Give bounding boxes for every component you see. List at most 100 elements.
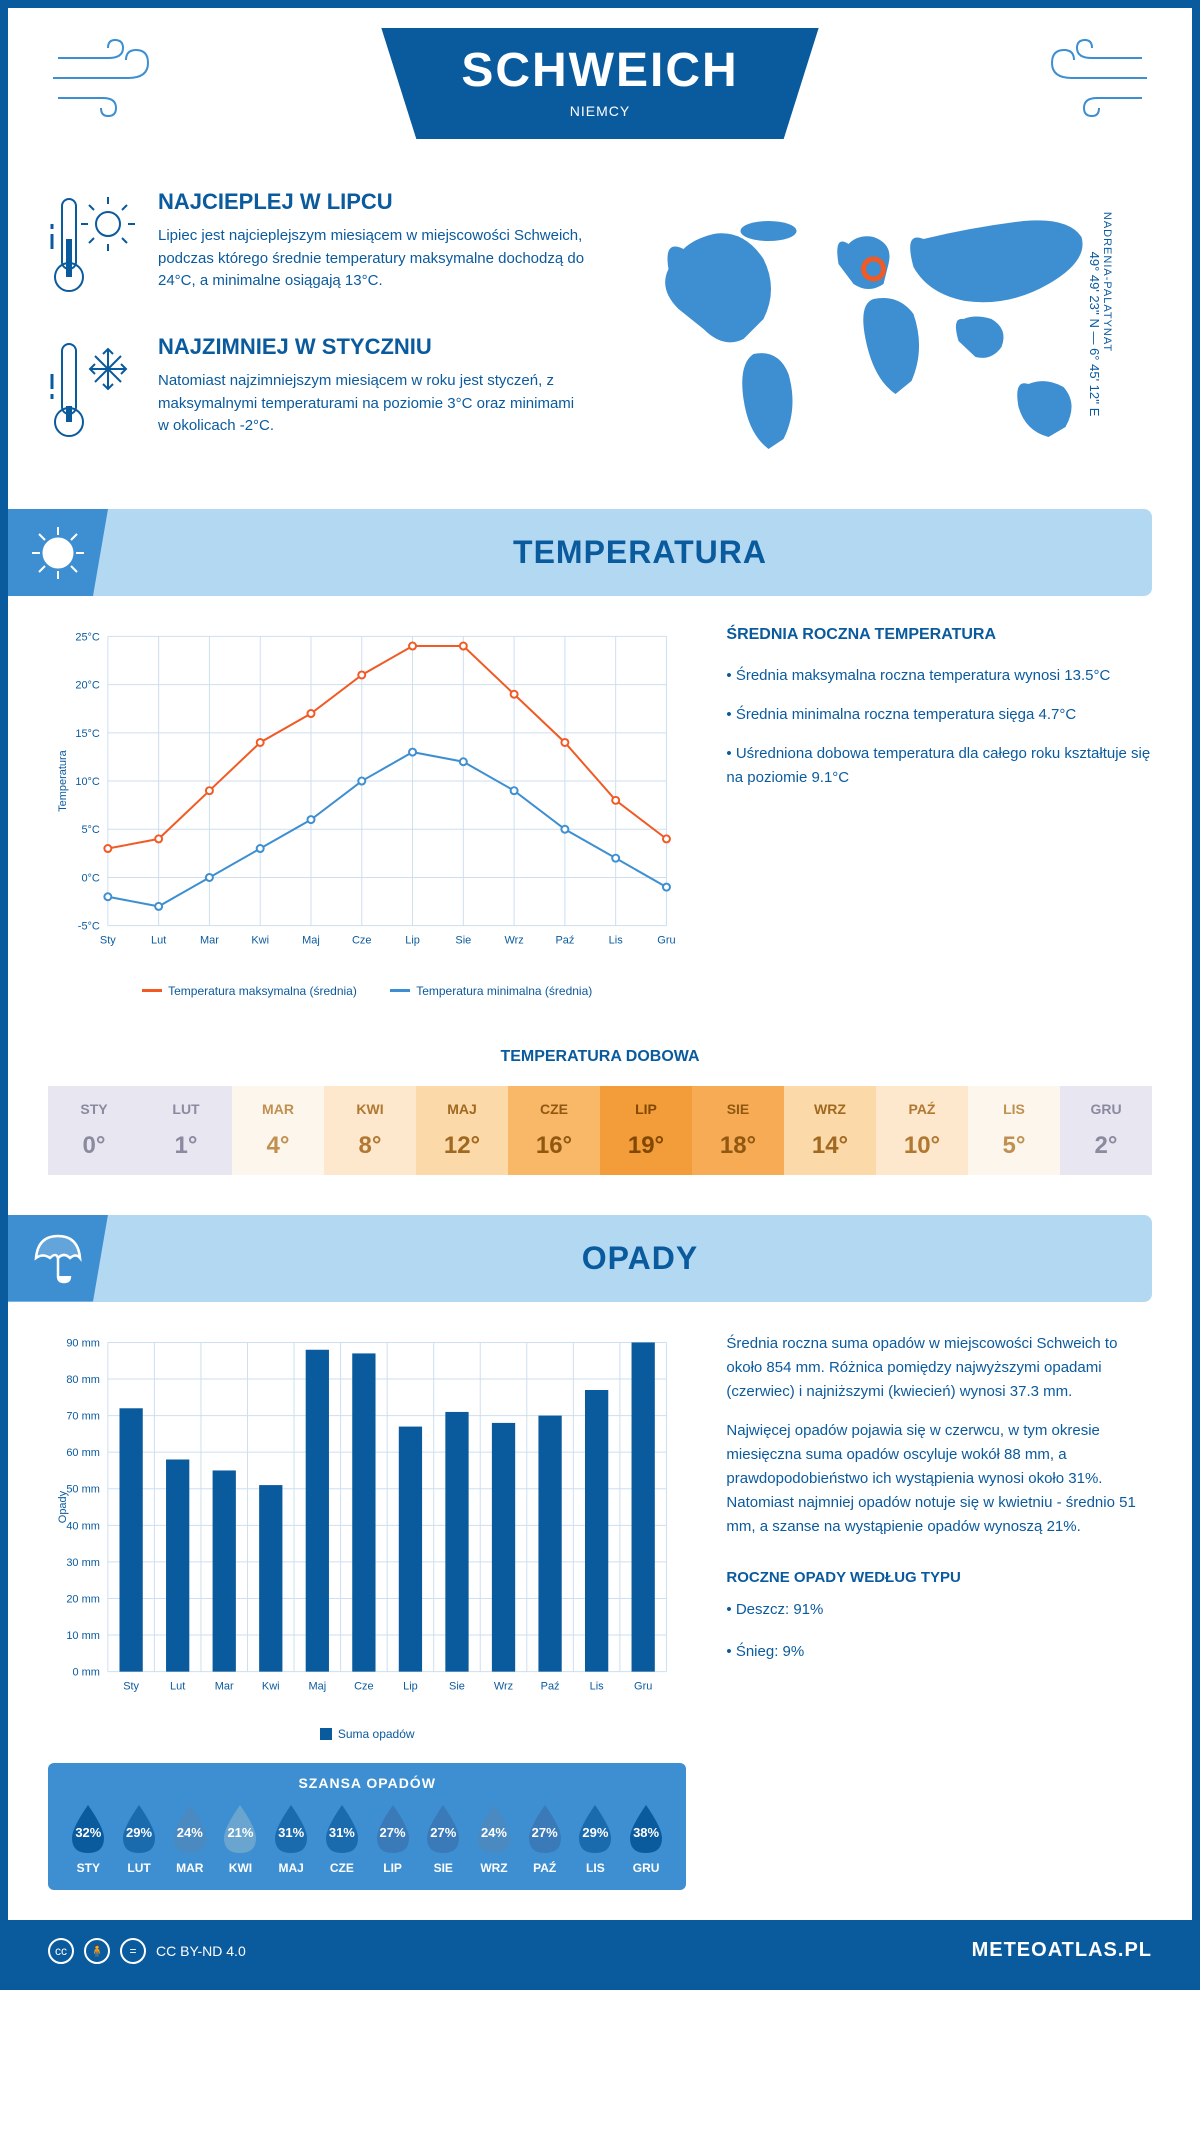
cc-icon: cc bbox=[48, 1938, 74, 1964]
chance-drop: 27%SIE bbox=[418, 1803, 469, 1875]
chance-drop: 27%PAŹ bbox=[519, 1803, 570, 1875]
svg-text:Lis: Lis bbox=[590, 1680, 605, 1692]
svg-text:Wrz: Wrz bbox=[494, 1680, 513, 1692]
fact-cold-text: Natomiast najzimniejszym miesiącem w rok… bbox=[158, 370, 585, 438]
fact-warm-title: NAJCIEPLEJ W LIPCU bbox=[158, 189, 585, 215]
precip-types: ROCZNE OPADY WEDŁUG TYPU • Deszcz: 91% •… bbox=[726, 1569, 1152, 1665]
temperature-line-chart: -5°C0°C5°C10°C15°C20°C25°CStyLutMarKwiMa… bbox=[48, 626, 686, 966]
svg-text:-5°C: -5°C bbox=[78, 921, 100, 933]
svg-text:10 mm: 10 mm bbox=[66, 1630, 100, 1642]
precip-rain: Deszcz: 91% bbox=[736, 1601, 824, 1618]
precip-text-2: Najwięcej opadów pojawia się w czerwcu, … bbox=[726, 1419, 1152, 1539]
chance-drop: 31%MAJ bbox=[266, 1803, 317, 1875]
svg-text:Wrz: Wrz bbox=[504, 935, 523, 947]
city-name: SCHWEICH bbox=[461, 43, 738, 98]
temp-cell: SIE18° bbox=[692, 1086, 784, 1175]
temp-cell: LIS5° bbox=[968, 1086, 1060, 1175]
svg-text:Paź: Paź bbox=[555, 935, 574, 947]
region-label: NADRENIA-PALATYNAT bbox=[1101, 212, 1113, 352]
daily-temp-title: TEMPERATURA DOBOWA bbox=[8, 1048, 1192, 1066]
precip-types-title: ROCZNE OPADY WEDŁUG TYPU bbox=[726, 1569, 1152, 1586]
header: SCHWEICH NIEMCY bbox=[8, 8, 1192, 169]
svg-text:60 mm: 60 mm bbox=[66, 1447, 100, 1459]
svg-text:Mar: Mar bbox=[215, 1680, 234, 1692]
by-icon: 🧍 bbox=[84, 1938, 110, 1964]
wind-icon bbox=[1032, 38, 1152, 118]
chance-drops: 32%STY29%LUT24%MAR21%KWI31%MAJ31%CZE27%L… bbox=[63, 1803, 671, 1875]
nd-icon: = bbox=[120, 1938, 146, 1964]
chance-drop: 24%WRZ bbox=[469, 1803, 520, 1875]
precip-snow: Śnieg: 9% bbox=[736, 1643, 804, 1660]
svg-text:80 mm: 80 mm bbox=[66, 1374, 100, 1386]
thermometer-snow-icon bbox=[48, 334, 138, 449]
chance-drop: 29%LIS bbox=[570, 1803, 621, 1875]
legend-precip: Suma opadów bbox=[338, 1727, 415, 1741]
chance-title: SZANSA OPADÓW bbox=[63, 1775, 671, 1791]
intro-section: NAJCIEPLEJ W LIPCU Lipiec jest najcieple… bbox=[8, 169, 1192, 509]
svg-text:Maj: Maj bbox=[308, 1680, 326, 1692]
chance-drop: 21%KWI bbox=[215, 1803, 266, 1875]
precip-text-1: Średnia roczna suma opadów w miejscowośc… bbox=[726, 1332, 1152, 1404]
temp-cell: PAŹ10° bbox=[876, 1086, 968, 1175]
temperature-row: -5°C0°C5°C10°C15°C20°C25°CStyLutMarKwiMa… bbox=[8, 596, 1192, 1028]
umbrella-icon bbox=[8, 1215, 108, 1302]
temp-cell: MAJ12° bbox=[416, 1086, 508, 1175]
chance-drop: 29%LUT bbox=[114, 1803, 165, 1875]
svg-text:Cze: Cze bbox=[354, 1680, 374, 1692]
svg-text:Lip: Lip bbox=[403, 1680, 418, 1692]
svg-text:40 mm: 40 mm bbox=[66, 1520, 100, 1532]
svg-text:Lip: Lip bbox=[405, 935, 420, 947]
precip-chart-legend: Suma opadów bbox=[48, 1727, 686, 1743]
fact-coldest: NAJZIMNIEJ W STYCZNIU Natomiast najzimni… bbox=[48, 334, 585, 449]
footer-site: METEOATLAS.PL bbox=[972, 1939, 1152, 1962]
temp-bullet: Średnia maksymalna roczna temperatura wy… bbox=[726, 664, 1152, 688]
fact-cold-title: NAJZIMNIEJ W STYCZNIU bbox=[158, 334, 585, 360]
sun-icon bbox=[8, 509, 108, 596]
temp-cell: STY0° bbox=[48, 1086, 140, 1175]
license-text: CC BY-ND 4.0 bbox=[156, 1943, 246, 1959]
svg-text:30 mm: 30 mm bbox=[66, 1556, 100, 1568]
wind-icon bbox=[48, 38, 168, 118]
section-header-temperature: TEMPERATURA bbox=[8, 509, 1152, 596]
svg-text:Lis: Lis bbox=[609, 935, 624, 947]
temp-cell: GRU2° bbox=[1060, 1086, 1152, 1175]
footer-license: cc 🧍 = CC BY-ND 4.0 bbox=[48, 1938, 246, 1964]
svg-text:10°C: 10°C bbox=[75, 776, 100, 788]
world-map bbox=[615, 189, 1152, 469]
section-title-precip: OPADY bbox=[168, 1240, 1112, 1277]
temp-summary-title: ŚREDNIA ROCZNA TEMPERATURA bbox=[726, 626, 1152, 644]
svg-text:Paź: Paź bbox=[541, 1680, 560, 1692]
svg-text:20°C: 20°C bbox=[75, 680, 100, 692]
title-banner: SCHWEICH NIEMCY bbox=[381, 28, 818, 139]
temp-cell: KWI8° bbox=[324, 1086, 416, 1175]
legend-max: Temperatura maksymalna (średnia) bbox=[168, 984, 357, 998]
temp-cell: LIP19° bbox=[600, 1086, 692, 1175]
chance-drop: 32%STY bbox=[63, 1803, 114, 1875]
svg-text:Lut: Lut bbox=[151, 935, 166, 947]
svg-text:Temperatura: Temperatura bbox=[57, 749, 69, 811]
svg-text:Sie: Sie bbox=[449, 1680, 465, 1692]
svg-text:25°C: 25°C bbox=[75, 631, 100, 643]
svg-text:Opady: Opady bbox=[57, 1490, 69, 1523]
svg-text:Kwi: Kwi bbox=[262, 1680, 280, 1692]
svg-text:70 mm: 70 mm bbox=[66, 1410, 100, 1422]
svg-text:90 mm: 90 mm bbox=[66, 1337, 100, 1349]
svg-text:Gru: Gru bbox=[634, 1680, 652, 1692]
fact-warmest: NAJCIEPLEJ W LIPCU Lipiec jest najcieple… bbox=[48, 189, 585, 304]
temp-bullet: Średnia minimalna roczna temperatura się… bbox=[726, 703, 1152, 727]
svg-text:15°C: 15°C bbox=[75, 728, 100, 740]
footer: cc 🧍 = CC BY-ND 4.0 METEOATLAS.PL bbox=[8, 1920, 1192, 1982]
precipitation-row: 0 mm10 mm20 mm30 mm40 mm50 mm60 mm70 mm8… bbox=[8, 1302, 1192, 1920]
chance-drop: 27%LIP bbox=[367, 1803, 418, 1875]
svg-text:Mar: Mar bbox=[200, 935, 219, 947]
chance-drop: 38%GRU bbox=[621, 1803, 672, 1875]
svg-text:20 mm: 20 mm bbox=[66, 1593, 100, 1605]
temp-cell: LUT1° bbox=[140, 1086, 232, 1175]
svg-text:50 mm: 50 mm bbox=[66, 1483, 100, 1495]
country-name: NIEMCY bbox=[461, 103, 738, 119]
svg-text:0°C: 0°C bbox=[81, 872, 99, 884]
svg-text:Gru: Gru bbox=[657, 935, 675, 947]
temp-summary-bullets: Średnia maksymalna roczna temperatura wy… bbox=[726, 664, 1152, 790]
temp-cell: CZE16° bbox=[508, 1086, 600, 1175]
temp-chart-legend: Temperatura maksymalna (średnia) Tempera… bbox=[48, 981, 686, 998]
